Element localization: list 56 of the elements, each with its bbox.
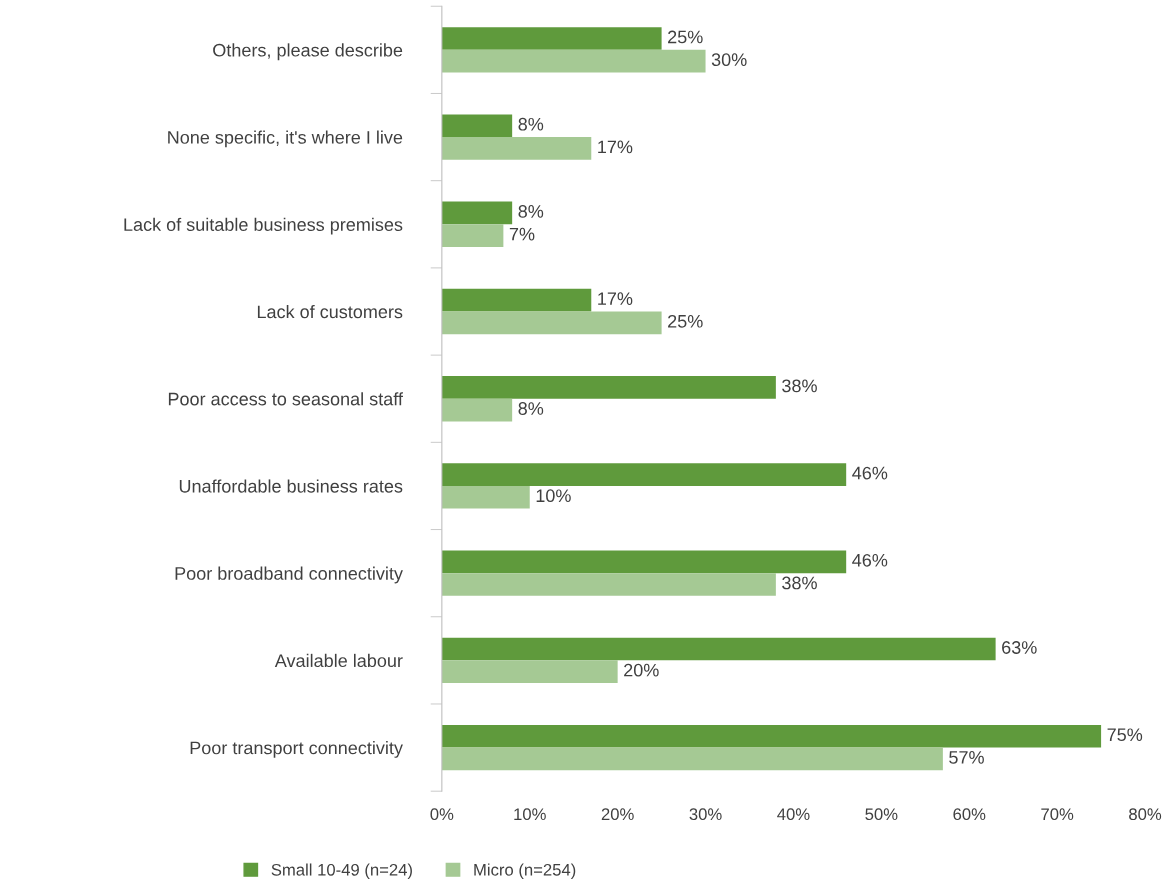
bar	[441, 114, 513, 138]
data-label: 17%	[598, 292, 633, 305]
x-tick-label: 80%	[1129, 808, 1162, 821]
bar	[441, 311, 662, 335]
bar	[441, 49, 706, 73]
y-tick-label: Unaffordable business rates	[179, 479, 403, 493]
bar	[441, 376, 776, 399]
y-tick-label: Others, please describe	[213, 43, 403, 61]
data-label: 46%	[852, 553, 888, 567]
bar	[441, 288, 592, 312]
bar	[441, 463, 847, 486]
data-label: 57%	[949, 751, 984, 764]
bar	[441, 201, 513, 225]
legend-label: Micro (n=254)	[474, 863, 576, 879]
bar	[441, 398, 513, 422]
x-tick-label: 30%	[689, 808, 722, 821]
data-label: 8%	[518, 402, 544, 415]
data-label: 7%	[509, 227, 535, 241]
data-label: 8%	[518, 117, 544, 131]
data-label: 75%	[1107, 728, 1143, 742]
legend-label: Small 10-49 (n=24)	[271, 863, 412, 879]
y-tick-label: Available labour	[274, 653, 403, 668]
bar	[441, 550, 847, 574]
bar	[441, 573, 776, 596]
x-tick-label: 70%	[1041, 808, 1074, 821]
data-label: 38%	[782, 576, 817, 590]
data-label: 25%	[668, 30, 703, 44]
x-tick-label: 40%	[777, 808, 810, 821]
x-tick-label: 50%	[865, 808, 898, 821]
bar	[441, 660, 618, 684]
x-tick-label: 60%	[953, 808, 986, 821]
y-tick-label: Poor access to seasonal staff	[168, 392, 403, 406]
data-label: 63%	[1002, 641, 1037, 654]
y-tick-label: None specific, it's where I live	[168, 130, 403, 148]
data-label: 8%	[518, 205, 544, 218]
bar	[441, 747, 943, 771]
bar	[441, 485, 530, 509]
bar	[441, 637, 996, 661]
y-tick-label: Lack of customers	[257, 304, 403, 319]
bar	[441, 724, 1102, 748]
x-tick-label: 0%	[430, 808, 454, 821]
data-label: 20%	[624, 663, 659, 677]
bar	[441, 224, 504, 247]
data-label: 30%	[711, 53, 747, 67]
x-tick-label: 10%	[514, 808, 546, 821]
data-label: 10%	[536, 489, 571, 503]
y-tick-label: Lack of suitable business premises	[124, 217, 403, 235]
data-label: 38%	[782, 379, 817, 393]
data-label: 25%	[668, 314, 703, 328]
data-label: 17%	[598, 140, 633, 154]
x-tick-label: 20%	[601, 808, 634, 821]
data-label: 46%	[852, 466, 888, 480]
bar	[441, 137, 592, 160]
y-tick-label: Poor broadband connectivity	[175, 566, 403, 584]
y-tick-label: Poor transport connectivity	[190, 741, 403, 758]
bar	[441, 27, 662, 50]
